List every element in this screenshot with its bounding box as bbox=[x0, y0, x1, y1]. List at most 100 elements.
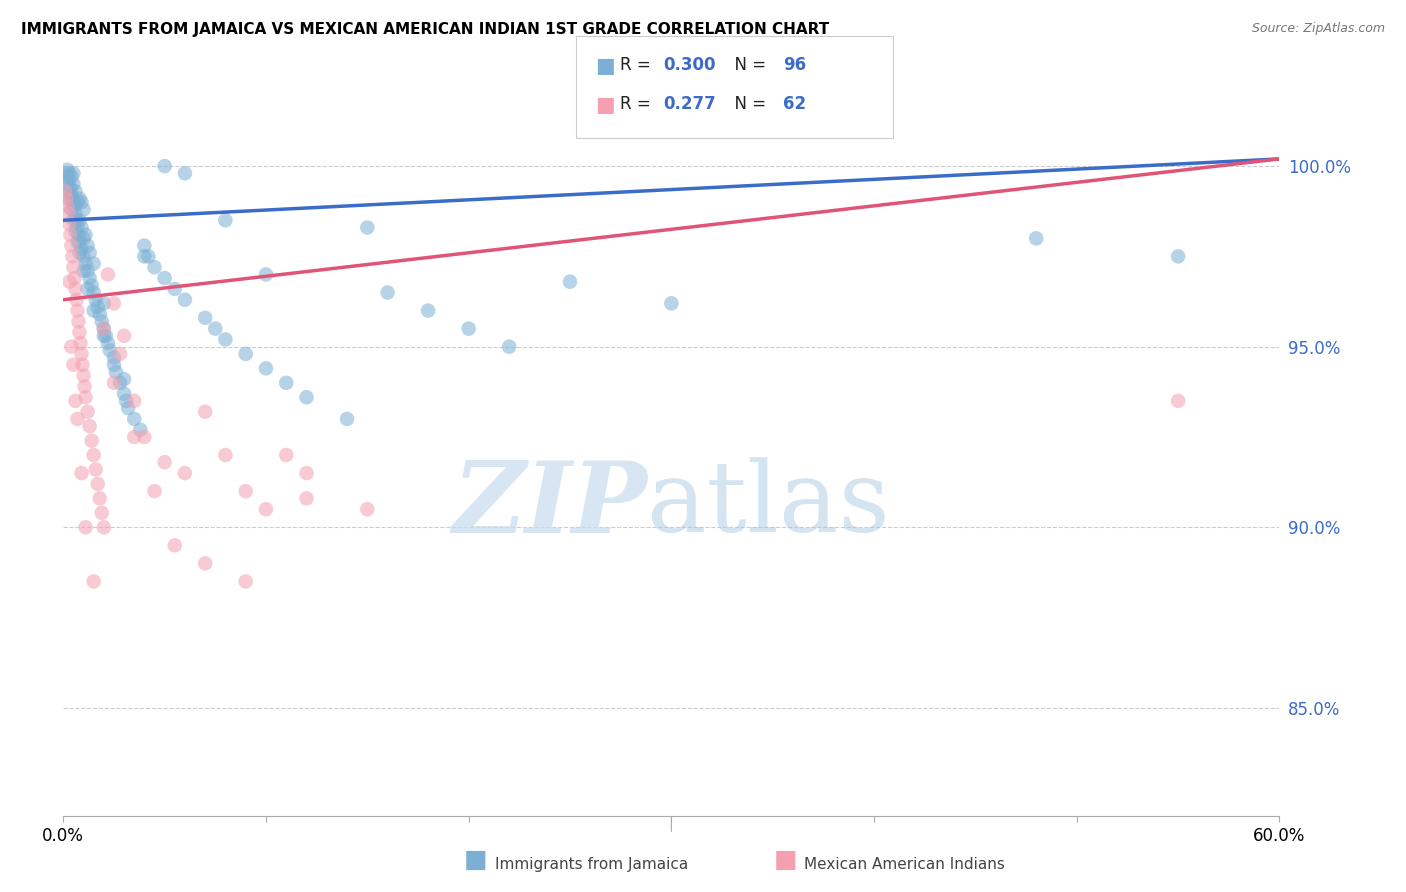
Point bbox=[174, 466, 197, 480]
Point bbox=[58, 192, 80, 206]
Point bbox=[558, 275, 581, 289]
Point bbox=[153, 455, 176, 469]
Point bbox=[84, 293, 107, 307]
Point bbox=[69, 235, 91, 249]
Text: ■: ■ bbox=[595, 56, 614, 76]
Point bbox=[55, 192, 77, 206]
Point bbox=[65, 224, 87, 238]
Point bbox=[66, 303, 89, 318]
Point bbox=[58, 173, 80, 187]
Point bbox=[53, 185, 76, 199]
Point bbox=[53, 166, 76, 180]
Text: atlas: atlas bbox=[647, 458, 890, 553]
Point bbox=[214, 448, 236, 462]
Point bbox=[1167, 393, 1189, 408]
Text: 96: 96 bbox=[783, 56, 806, 74]
Point bbox=[69, 325, 91, 339]
Point bbox=[62, 166, 84, 180]
Point bbox=[98, 343, 121, 358]
Point bbox=[79, 271, 101, 285]
Point bbox=[83, 574, 105, 589]
Point bbox=[75, 257, 97, 271]
Point bbox=[65, 282, 87, 296]
Point bbox=[60, 169, 83, 184]
Point bbox=[254, 502, 277, 516]
Point bbox=[163, 282, 186, 296]
Point bbox=[70, 466, 93, 480]
Point bbox=[276, 376, 298, 390]
Point bbox=[55, 169, 77, 184]
Point bbox=[276, 448, 298, 462]
Point bbox=[62, 260, 84, 275]
Point bbox=[457, 321, 479, 335]
Point bbox=[108, 347, 131, 361]
Text: ZIP: ZIP bbox=[453, 457, 647, 553]
Point bbox=[97, 336, 120, 351]
Text: ■: ■ bbox=[595, 95, 614, 115]
Point bbox=[87, 477, 110, 491]
Point bbox=[295, 466, 318, 480]
Point bbox=[75, 390, 97, 404]
Point bbox=[73, 379, 96, 393]
Point bbox=[69, 336, 91, 351]
Point bbox=[60, 188, 83, 202]
Point bbox=[498, 340, 520, 354]
Text: Source: ZipAtlas.com: Source: ZipAtlas.com bbox=[1251, 22, 1385, 36]
Point bbox=[235, 574, 257, 589]
Point bbox=[58, 185, 80, 199]
Point bbox=[134, 430, 156, 444]
Text: Mexican American Indians: Mexican American Indians bbox=[804, 857, 1005, 872]
Point bbox=[115, 393, 138, 408]
Point bbox=[79, 419, 101, 434]
Point bbox=[58, 275, 80, 289]
Point bbox=[83, 448, 105, 462]
Point bbox=[70, 220, 93, 235]
Point bbox=[60, 192, 83, 206]
Text: ■: ■ bbox=[773, 848, 797, 872]
Point bbox=[70, 242, 93, 256]
Point bbox=[58, 166, 80, 180]
Point bbox=[66, 220, 89, 235]
Point bbox=[76, 405, 98, 419]
Point bbox=[62, 195, 84, 210]
Text: ■: ■ bbox=[464, 848, 488, 872]
Point bbox=[103, 358, 125, 372]
Point bbox=[69, 245, 91, 260]
Point bbox=[63, 199, 86, 213]
Point bbox=[174, 293, 197, 307]
Point bbox=[117, 401, 139, 415]
Text: IMMIGRANTS FROM JAMAICA VS MEXICAN AMERICAN INDIAN 1ST GRADE CORRELATION CHART: IMMIGRANTS FROM JAMAICA VS MEXICAN AMERI… bbox=[21, 22, 830, 37]
Point bbox=[93, 329, 115, 343]
Point bbox=[235, 347, 257, 361]
Point bbox=[1167, 249, 1189, 263]
Point bbox=[83, 257, 105, 271]
Point bbox=[235, 484, 257, 499]
Point bbox=[76, 264, 98, 278]
Point bbox=[90, 506, 112, 520]
Point bbox=[63, 271, 86, 285]
Point bbox=[66, 412, 89, 426]
Point bbox=[134, 249, 156, 263]
Point bbox=[87, 300, 110, 314]
Point bbox=[174, 166, 197, 180]
Point bbox=[62, 358, 84, 372]
Point bbox=[104, 365, 127, 379]
Point bbox=[80, 434, 103, 448]
Point bbox=[418, 303, 440, 318]
Point bbox=[90, 314, 112, 328]
Point bbox=[59, 181, 82, 195]
Point bbox=[93, 321, 115, 335]
Point bbox=[56, 162, 79, 177]
Point bbox=[79, 245, 101, 260]
Point bbox=[214, 213, 236, 227]
Point bbox=[163, 538, 186, 552]
Point bbox=[97, 268, 120, 282]
Point bbox=[194, 405, 217, 419]
Point bbox=[112, 386, 135, 401]
Point bbox=[56, 199, 79, 213]
Point bbox=[62, 177, 84, 191]
Point bbox=[336, 412, 359, 426]
Point bbox=[134, 238, 156, 252]
Text: 0.277: 0.277 bbox=[664, 95, 717, 113]
Point bbox=[58, 206, 80, 220]
